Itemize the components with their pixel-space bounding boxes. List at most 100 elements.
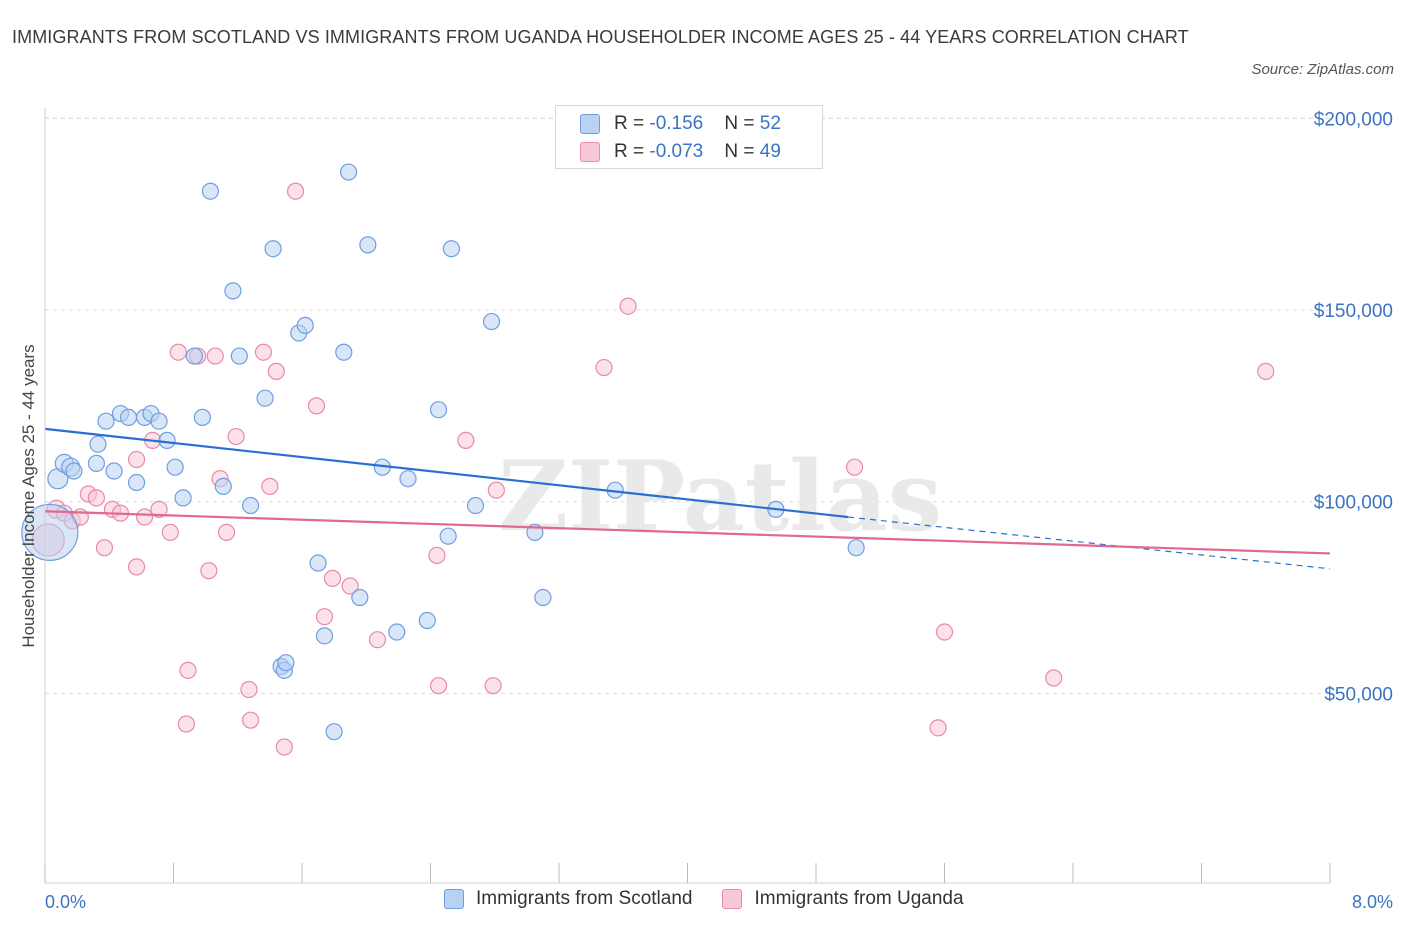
scotland-point bbox=[325, 723, 343, 741]
legend-label-uganda: Immigrants from Uganda bbox=[754, 888, 964, 909]
source-label: Source: ZipAtlas.com bbox=[1251, 61, 1394, 78]
scotland-point bbox=[847, 539, 865, 557]
scotland-points bbox=[21, 163, 865, 741]
scotland-point bbox=[97, 412, 115, 430]
uganda-point bbox=[428, 546, 446, 564]
uganda-point bbox=[457, 431, 475, 449]
scotland-point bbox=[158, 431, 176, 449]
scotland-point bbox=[482, 312, 501, 331]
scotland-point bbox=[105, 462, 123, 480]
legend-label-scotland: Immigrants from Scotland bbox=[476, 888, 693, 909]
y-tick-label: $150,000 bbox=[1314, 301, 1393, 322]
scotland-swatch bbox=[580, 114, 600, 134]
chart-title: IMMIGRANTS FROM SCOTLAND VS IMMIGRANTS F… bbox=[12, 27, 1189, 47]
uganda-point bbox=[1045, 669, 1063, 687]
scotland-point bbox=[214, 477, 232, 495]
scotland-point bbox=[193, 408, 212, 426]
scotland-point bbox=[150, 412, 168, 430]
uganda-point bbox=[341, 577, 359, 595]
scotland-point bbox=[466, 496, 485, 515]
scotland-point bbox=[174, 489, 192, 507]
x-tick-label-end: 8.0% bbox=[1352, 892, 1393, 912]
scotland-point bbox=[309, 554, 327, 572]
scotland-point bbox=[201, 182, 220, 200]
scotland-swatch bbox=[444, 889, 464, 909]
legend-item-uganda: Immigrants from Uganda bbox=[722, 888, 964, 910]
scotland-point bbox=[315, 627, 334, 645]
scotland-point bbox=[242, 496, 260, 515]
uganda-point bbox=[161, 523, 179, 541]
y-axis-label: Householder Income Ages 25 - 44 years bbox=[19, 344, 38, 647]
scotland-point bbox=[87, 454, 106, 472]
uganda-point bbox=[240, 680, 258, 699]
legend-row-uganda: R = -0.073 N = 49 bbox=[580, 139, 781, 165]
uganda-point bbox=[150, 500, 168, 518]
scotland-point bbox=[418, 611, 436, 630]
uganda-point bbox=[242, 711, 260, 729]
uganda-point bbox=[135, 508, 154, 526]
uganda-point bbox=[487, 481, 505, 499]
scotland-point bbox=[388, 623, 406, 641]
scotland-point bbox=[127, 473, 146, 492]
uganda-point bbox=[595, 358, 613, 377]
r-value: -0.156 bbox=[649, 113, 704, 134]
scotland-point bbox=[256, 389, 274, 407]
grid bbox=[45, 117, 1330, 694]
n-value: 52 bbox=[759, 113, 781, 134]
scotland-point bbox=[339, 163, 358, 181]
r-label: R = bbox=[614, 113, 650, 134]
scotland-point bbox=[439, 527, 457, 545]
uganda-trend-line bbox=[44, 510, 1331, 555]
scotland-point bbox=[429, 401, 448, 419]
scotland-point bbox=[119, 408, 138, 426]
uganda-point bbox=[179, 661, 197, 679]
y-tick-label: $200,000 bbox=[1314, 109, 1393, 130]
uganda-point bbox=[95, 539, 114, 557]
legend-item-scotland: Immigrants from Scotland bbox=[444, 888, 692, 910]
uganda-point bbox=[484, 677, 502, 695]
scotland-point bbox=[89, 435, 107, 453]
uganda-point bbox=[87, 489, 106, 507]
uganda-point bbox=[206, 347, 224, 365]
scotland-point bbox=[399, 470, 417, 488]
scotland-point bbox=[224, 282, 242, 300]
scotland-point bbox=[185, 347, 203, 365]
x-tick-label-start: 0.0% bbox=[45, 892, 86, 912]
uganda-point bbox=[200, 562, 218, 580]
scotland-trend-extension bbox=[848, 516, 1331, 570]
uganda-point bbox=[127, 450, 146, 469]
uganda-point bbox=[429, 677, 448, 695]
series-legend: Immigrants from Scotland Immigrants from… bbox=[444, 888, 994, 910]
r-label: R = bbox=[614, 141, 650, 162]
scotland-point bbox=[65, 462, 83, 480]
uganda-point bbox=[286, 182, 305, 200]
uganda-point bbox=[127, 558, 146, 576]
scotland-point bbox=[442, 240, 460, 258]
axes: $50,000 $100,000 $150,000 $200,000 0.0% 8.0% bbox=[44, 108, 1393, 912]
scotland-trend-line bbox=[44, 427, 849, 519]
y-tick-label: $100,000 bbox=[1314, 493, 1393, 514]
n-label: N = bbox=[724, 141, 760, 162]
uganda-point bbox=[845, 458, 864, 476]
uganda-point bbox=[261, 477, 279, 495]
uganda-point bbox=[368, 631, 387, 649]
scotland-point bbox=[230, 347, 248, 365]
y-tick-label: $50,000 bbox=[1324, 684, 1393, 705]
uganda-point bbox=[307, 397, 326, 415]
scotland-point bbox=[534, 588, 552, 607]
scotland-point bbox=[277, 654, 295, 672]
uganda-swatch bbox=[722, 889, 743, 909]
uganda-swatch bbox=[580, 142, 600, 162]
scotland-point bbox=[335, 343, 353, 361]
uganda-point bbox=[217, 523, 236, 541]
uganda-point bbox=[169, 343, 187, 361]
scotland-point bbox=[21, 503, 79, 561]
uganda-point bbox=[177, 715, 195, 733]
trend-lines bbox=[44, 427, 1331, 570]
correlation-legend: R = -0.156 N = 52 R = -0.073 N = 49 bbox=[555, 105, 823, 169]
r-value: -0.073 bbox=[649, 141, 704, 162]
uganda-point bbox=[267, 362, 285, 380]
scotland-point bbox=[351, 588, 369, 607]
uganda-point bbox=[323, 569, 342, 587]
